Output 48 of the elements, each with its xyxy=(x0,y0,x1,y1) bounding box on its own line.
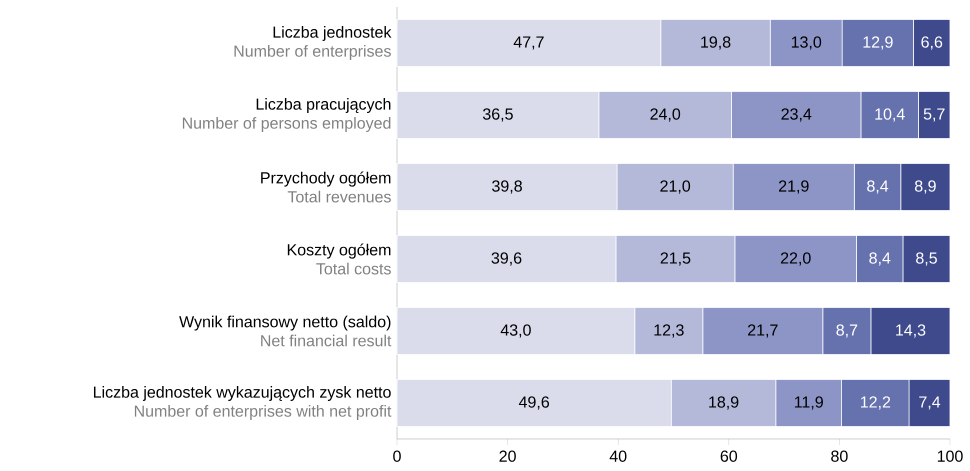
data-label: 7,4 xyxy=(919,396,940,410)
text: Number of enterprises xyxy=(234,45,391,60)
data-label: 43,0 xyxy=(500,324,531,338)
text: Number of enterprises with net profit xyxy=(134,405,392,420)
x-tick-label: 0 xyxy=(393,450,401,462)
data-label: 8,9 xyxy=(914,180,936,194)
data-label: 36,5 xyxy=(482,108,513,122)
data-label: 18,9 xyxy=(709,396,738,410)
data-label: 24,0 xyxy=(650,108,680,122)
data-label: 12,9 xyxy=(863,36,893,50)
x-tick-label: 60 xyxy=(720,450,738,462)
text: Number of persons employed xyxy=(182,117,390,132)
x-tick-label: 40 xyxy=(610,450,626,462)
data-label: 8,5 xyxy=(916,252,937,266)
y-tick-label: Koszty ogółem xyxy=(288,244,390,259)
data-label: 14,3 xyxy=(896,324,926,338)
data-label: 12,2 xyxy=(860,396,890,410)
data-label: 21,5 xyxy=(660,252,690,266)
data-label: 39,6 xyxy=(492,252,522,266)
x-tick-label: 20 xyxy=(500,450,516,462)
data-label: 21,7 xyxy=(748,324,778,338)
data-label: 11,9 xyxy=(794,396,823,410)
text: Net financial result xyxy=(261,334,392,346)
data-label: 47,7 xyxy=(514,36,544,50)
data-label: 13,0 xyxy=(792,36,822,50)
data-label: 8,7 xyxy=(836,324,858,338)
x-tick-label: 100 xyxy=(938,450,963,462)
data-label: 19,8 xyxy=(701,36,730,50)
data-label: 12,3 xyxy=(654,324,684,338)
data-label: 21,9 xyxy=(779,180,809,194)
y-tick-label: Wynik finansowy netto (saldo) xyxy=(179,316,390,331)
x-tick-label: 80 xyxy=(831,450,848,462)
text: Total revenues xyxy=(288,190,391,202)
data-label: 21,0 xyxy=(660,180,690,194)
data-label: 22,0 xyxy=(780,252,811,266)
data-label: 10,4 xyxy=(875,108,905,122)
y-tick-label: Przychody ogółem xyxy=(261,172,390,187)
data-label: 8,4 xyxy=(867,180,888,194)
data-label: 49,6 xyxy=(518,396,550,410)
y-tick-label: Liczba jednostek xyxy=(274,26,392,41)
y-tick-label: Liczba pracujących xyxy=(256,98,390,113)
data-label: 8,4 xyxy=(869,252,890,266)
text: Total costs xyxy=(316,262,391,274)
data-label: 5,7 xyxy=(924,108,945,122)
data-label: 6,6 xyxy=(921,36,942,50)
data-label: 23,4 xyxy=(781,108,812,122)
data-label: 39,8 xyxy=(492,180,522,194)
y-tick-label: Liczba jednostek wykazujących zysk netto xyxy=(94,386,391,401)
